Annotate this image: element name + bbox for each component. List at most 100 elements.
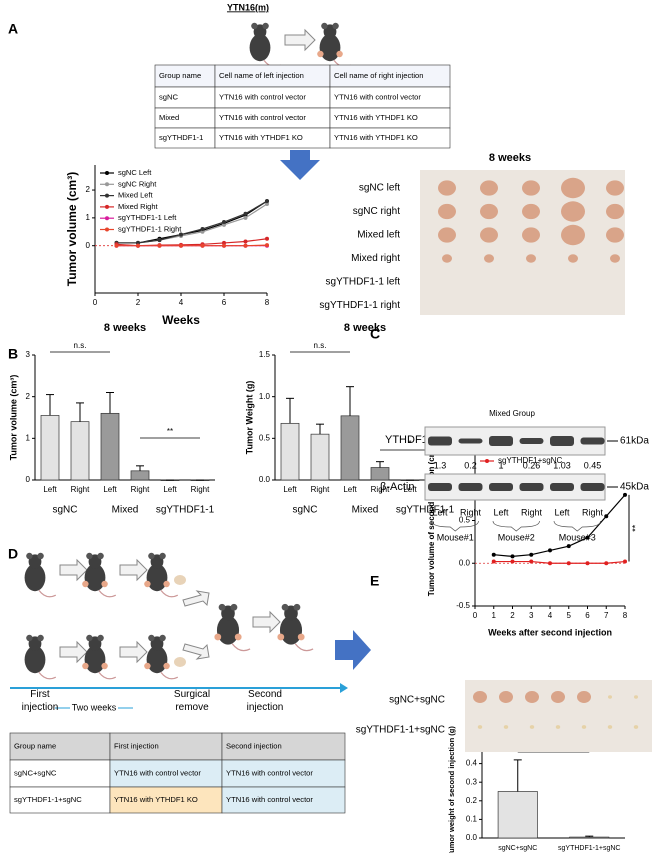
mouse-ear	[97, 552, 104, 560]
y-tick-label: 0.5	[259, 433, 271, 442]
data-point	[604, 561, 609, 566]
mouse-tumor	[144, 580, 151, 588]
y-tick-label: 2	[26, 392, 31, 401]
data-point	[529, 552, 534, 557]
x-tick-label: Left	[103, 485, 117, 494]
y-tick-label: 0.0	[259, 475, 271, 484]
mouse-body	[24, 646, 46, 674]
annotation: *	[408, 439, 411, 448]
blot-band	[550, 483, 574, 491]
lane-label: Right	[582, 507, 604, 517]
table-text: YTN16 with YTHDF1 KO	[334, 133, 418, 142]
y-tick-label: 0.1	[466, 815, 478, 824]
tumor	[606, 227, 624, 243]
y-tick-label: 0.0	[459, 558, 471, 567]
mouse-body	[279, 615, 303, 645]
mouse-ear	[86, 552, 93, 560]
data-point	[529, 559, 534, 564]
x-tick-label: 2	[136, 298, 141, 307]
data-point	[265, 243, 269, 248]
y-tick-label: 0.4	[466, 759, 478, 768]
table-cell	[9, 732, 111, 761]
tumor	[561, 201, 585, 222]
tumor	[561, 177, 585, 199]
tumor	[608, 695, 612, 699]
data-point	[179, 243, 183, 248]
y-axis-title: Tumor volume (cm³)	[65, 172, 79, 286]
group-label: sgYTHDF1-1	[156, 505, 215, 516]
legend-marker	[105, 227, 109, 232]
y-axis-title: Tumor volume of second injection (cm³)	[427, 444, 436, 596]
tumor	[634, 695, 638, 699]
table-text: YTN16 with YTHDF1 KO	[334, 113, 418, 122]
mouse-ear	[293, 603, 301, 611]
chart-title: 8 weeks	[344, 322, 386, 334]
lane-label: Left	[493, 507, 509, 517]
data-point	[265, 201, 269, 206]
arrow	[119, 640, 148, 664]
tumor	[499, 691, 513, 703]
table-text: YTN16 with control vector	[226, 769, 313, 778]
y-tick-label: 0.0	[466, 833, 478, 842]
x-tick-label: 8	[623, 611, 628, 620]
group-label: sgNC	[292, 505, 317, 516]
panel-label: D	[8, 546, 18, 562]
x-tick-label: 1	[492, 611, 497, 620]
mouse-ear	[218, 603, 226, 611]
photo-row-label: sgYTHDF1-1 right	[319, 300, 400, 311]
table-text: Mixed	[159, 113, 179, 122]
table-text: sgNC	[159, 93, 179, 102]
tumor	[438, 203, 456, 220]
mouse-tumor	[101, 580, 108, 588]
data-point	[243, 211, 248, 216]
tumor	[503, 725, 509, 729]
series-line	[116, 244, 268, 247]
bar	[40, 415, 60, 481]
timeline-step-line: Second	[248, 689, 282, 700]
mouse-ear	[262, 22, 269, 30]
mouse-icon	[214, 603, 251, 652]
tumor	[607, 725, 613, 729]
data-point	[265, 236, 269, 241]
tumor	[555, 725, 561, 729]
data-point	[222, 240, 226, 245]
x-tick-label: 2	[510, 611, 515, 620]
data-point	[157, 238, 162, 243]
mouse-tumor	[297, 633, 305, 641]
table-text: YTN16 with control vector	[219, 113, 306, 122]
big-arrow	[335, 630, 371, 670]
tumor	[581, 725, 587, 729]
table-text: YTN16 with control vector	[114, 769, 201, 778]
timeline-step-line: First	[30, 689, 50, 700]
mouse-tail	[231, 643, 251, 652]
legend-marker	[105, 204, 109, 209]
mouse-icon	[144, 634, 179, 680]
tumor	[522, 203, 540, 220]
data-point	[566, 544, 571, 549]
band-ratio: 0.2	[464, 460, 477, 470]
x-tick-label: 4	[179, 298, 184, 307]
blot-label: β-Actin	[380, 481, 414, 493]
mouse-tumor	[144, 662, 151, 670]
group-label: Mixed	[112, 505, 139, 516]
legend-marker	[105, 171, 109, 175]
tumor	[610, 254, 620, 263]
tumor	[568, 254, 578, 263]
panel-label: E	[370, 573, 379, 589]
mouse-ear	[281, 603, 289, 611]
x-tick-label: 5	[567, 611, 572, 620]
y-axis-title: Tumor volume (cm³)	[8, 375, 18, 461]
y-tick-label: 1	[26, 433, 31, 442]
size-label: 61kDa	[620, 436, 649, 447]
tumor	[438, 227, 456, 243]
mouse-label: Mouse#2	[498, 532, 535, 542]
mouse-ear	[148, 552, 155, 560]
timeline-step: Surgical remove	[174, 689, 210, 713]
tumor	[577, 691, 591, 703]
tumor	[525, 691, 539, 703]
photo-row-label: sgNC+sgNC	[389, 695, 445, 706]
data-point	[548, 548, 552, 553]
mouse-icon	[82, 634, 117, 680]
arrow	[182, 643, 210, 660]
arrow	[284, 28, 316, 52]
